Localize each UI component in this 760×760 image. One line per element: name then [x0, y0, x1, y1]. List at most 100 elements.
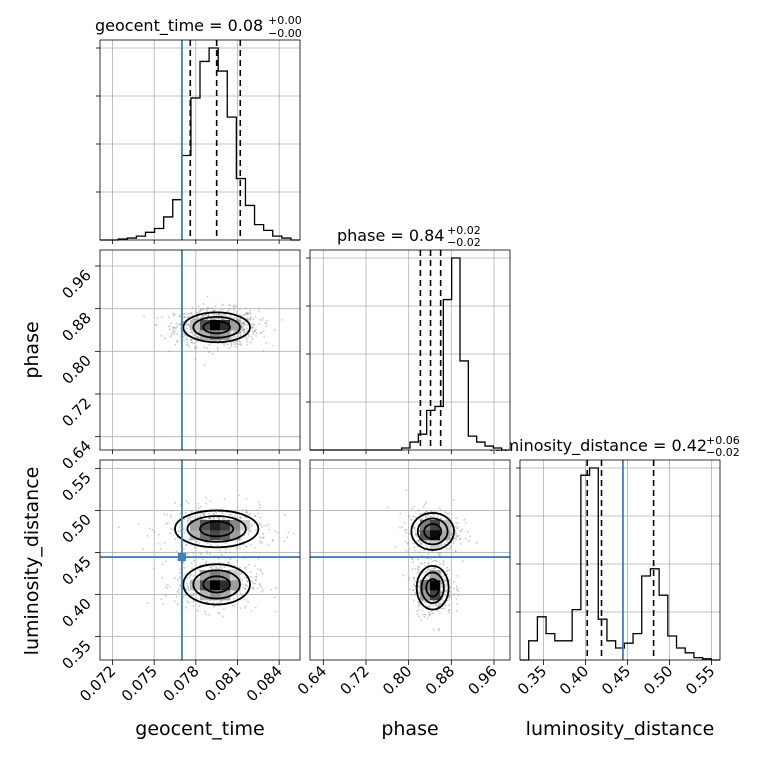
- title-phase: phase = 0.84: [337, 226, 444, 245]
- sample-point: [455, 521, 458, 524]
- sample-point: [221, 518, 224, 520]
- sample-point: [417, 605, 420, 607]
- contour-line: [192, 569, 241, 600]
- sample-point: [228, 513, 231, 516]
- sample-point: [407, 579, 410, 581]
- sample-point: [239, 331, 242, 334]
- sample-point: [237, 335, 239, 338]
- sample-point: [193, 342, 196, 345]
- sample-point: [406, 543, 409, 545]
- sample-point: [185, 327, 188, 330]
- sample-point: [446, 573, 448, 575]
- sample-point: [441, 585, 443, 588]
- sample-point: [440, 581, 443, 584]
- x-tick-label: 0.64: [294, 662, 330, 698]
- sample-point: [200, 316, 202, 319]
- sample-point: [239, 516, 241, 519]
- sample-point: [213, 309, 216, 311]
- sample-point: [172, 331, 175, 334]
- sample-point: [206, 295, 209, 298]
- sample-point: [208, 307, 210, 310]
- y-tick-label: 0.64: [58, 437, 94, 473]
- sample-point: [430, 610, 432, 613]
- sample-point: [408, 533, 411, 535]
- sample-point: [418, 531, 421, 533]
- sample-point: [417, 558, 419, 561]
- panel-border: [99, 39, 301, 241]
- density-cell: [230, 580, 241, 591]
- sample-point: [168, 585, 171, 588]
- sample-point: [421, 518, 424, 521]
- sample-point: [258, 583, 261, 585]
- sample-point: [239, 334, 242, 337]
- sample-point: [189, 338, 192, 341]
- sample-point: [241, 325, 244, 328]
- sample-point: [193, 334, 196, 337]
- sample-point: [418, 602, 420, 604]
- density-cell: [190, 580, 201, 591]
- sample-point: [418, 586, 421, 589]
- sample-point: [183, 339, 185, 342]
- sample-point: [429, 510, 432, 513]
- sample-point: [445, 582, 448, 585]
- sample-point: [407, 551, 409, 553]
- sample-point: [431, 568, 433, 571]
- sample-point: [230, 337, 233, 340]
- sample-point: [437, 604, 440, 607]
- sample-point: [206, 542, 209, 545]
- sample-point: [209, 553, 212, 556]
- sample-point: [226, 343, 229, 346]
- sample-point: [271, 539, 274, 541]
- sample-point: [266, 320, 268, 322]
- sample-point: [475, 542, 478, 544]
- sample-point: [433, 567, 436, 569]
- sample-point: [429, 515, 432, 518]
- sample-point: [440, 544, 443, 547]
- sample-point: [186, 338, 188, 341]
- density-cell: [220, 580, 231, 591]
- sample-point: [443, 543, 446, 545]
- sample-point: [250, 336, 253, 338]
- sample-point: [429, 515, 432, 517]
- sample-point: [184, 324, 187, 326]
- sample-point: [428, 614, 431, 617]
- contour-line: [192, 315, 241, 339]
- sample-point: [188, 518, 191, 521]
- sample-point: [246, 324, 249, 326]
- hist2d-geocent-time-vs-luminosity-distance: [99, 459, 301, 661]
- sample-point: [447, 609, 450, 612]
- sample-point: [411, 567, 414, 570]
- sample-point: [276, 531, 279, 534]
- sample-point: [255, 576, 257, 578]
- sample-point: [240, 314, 242, 317]
- sample-point: [287, 531, 290, 534]
- sample-point: [242, 331, 245, 334]
- sample-point: [184, 594, 187, 597]
- sample-point: [245, 580, 248, 582]
- sample-point: [442, 564, 445, 566]
- sample-point: [243, 323, 246, 325]
- sample-point: [216, 347, 219, 349]
- sample-point: [204, 512, 206, 515]
- sample-point: [239, 343, 242, 345]
- sample-point: [199, 564, 202, 566]
- sample-point: [197, 578, 200, 580]
- sample-point: [233, 605, 236, 607]
- sample-point: [192, 574, 195, 577]
- sample-point: [218, 612, 221, 615]
- sample-point: [416, 540, 419, 542]
- sample-point: [249, 313, 252, 315]
- sample-point: [170, 334, 173, 337]
- sample-point: [219, 549, 221, 552]
- sample-point: [187, 315, 190, 318]
- sample-point: [235, 318, 238, 320]
- sample-point: [223, 498, 226, 500]
- sample-point: [177, 323, 180, 326]
- sample-point: [247, 312, 250, 315]
- sample-point: [415, 610, 418, 613]
- sample-point: [448, 596, 451, 599]
- sample-point: [439, 554, 441, 557]
- sample-point: [184, 544, 187, 547]
- sample-point: [281, 319, 284, 321]
- density-cell: [200, 580, 211, 591]
